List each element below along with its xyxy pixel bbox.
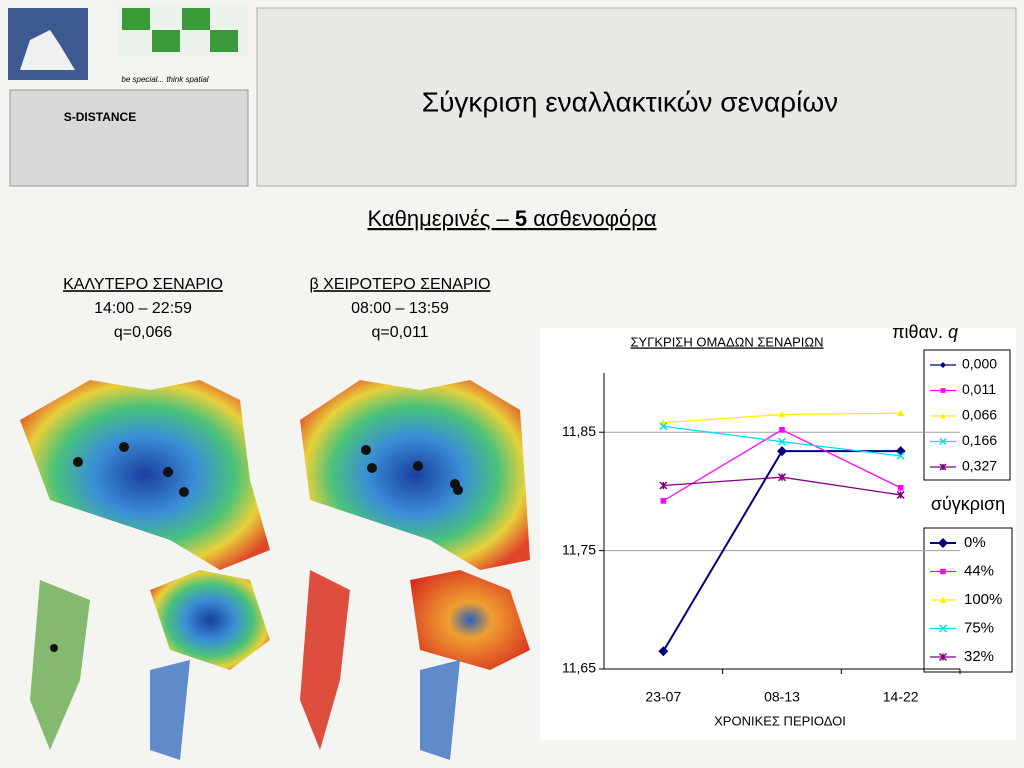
scenario-q: q=0,066 [114, 324, 172, 341]
legend2-label: 44% [964, 562, 994, 579]
subtitle-part: Καθημερινές – [367, 206, 514, 231]
logo-product: S-DISTANCE [64, 110, 136, 124]
y-tick-label: 11,65 [562, 660, 596, 676]
marker [939, 596, 947, 603]
legend-title-symbol: q [948, 322, 958, 342]
legend-box [923, 349, 1011, 481]
y-tick-label: 11,75 [562, 541, 596, 557]
chart-title: ΣΥΓΚΡΙΣΗ ΟΜΑΔΩΝ ΣΕΝΑΡΙΩΝ [630, 334, 823, 349]
legend2-label: 75% [964, 619, 994, 636]
marker [938, 652, 948, 662]
legend2-label: 100% [964, 591, 1002, 608]
marker [940, 388, 946, 393]
subtitle: Καθημερινές – 5 ασθενοφόρα [367, 206, 656, 231]
marker [659, 422, 668, 431]
legend-label: 0,327 [962, 458, 997, 474]
x-tick-label: 23-07 [645, 689, 681, 705]
logo-figure [20, 30, 75, 70]
legend-label: 0,011 [962, 381, 996, 397]
scenario-hours: 08:00 – 13:59 [351, 300, 449, 317]
marker [896, 490, 905, 499]
subtitle-part: ασθενοφόρα [527, 206, 657, 231]
scenario-hours: 14:00 – 22:59 [94, 300, 192, 317]
marker [940, 362, 946, 368]
marker [938, 624, 948, 633]
subtitle-bold: 5 [515, 206, 527, 231]
legend2-title: σύγκριση [931, 494, 1005, 514]
marker [897, 485, 904, 491]
logo-cell [122, 8, 150, 30]
legend2-label: 0% [964, 534, 986, 551]
scenario-title: ΚΑΛΥΤΕΡΟ ΣΕΝΑΡΙΟ [63, 276, 223, 293]
legend-label: 0,000 [962, 356, 997, 372]
logo-cell [152, 30, 180, 52]
y-tick-label: 11,85 [562, 423, 596, 439]
marker [896, 451, 905, 460]
legend-label: 0,066 [962, 407, 997, 423]
legend-title: πιθαν. q [892, 322, 958, 342]
x-axis-title: ΧΡΟΝΙΚΕΣ ΠΕΡΙΟΔΟΙ [714, 713, 846, 728]
marker [939, 437, 947, 446]
scenario-q: q=0,011 [371, 324, 428, 341]
marker [777, 473, 787, 482]
legend2-label: 32% [964, 648, 994, 665]
map-worst [300, 380, 530, 760]
marker [778, 410, 786, 418]
marker [940, 413, 946, 419]
marker [938, 538, 948, 548]
marker [897, 409, 905, 417]
marker [940, 568, 946, 575]
logo-product-box [9, 89, 249, 187]
legend-label: 0,166 [962, 432, 997, 448]
marker [659, 481, 668, 490]
logo-cell [210, 30, 238, 52]
legend-title-text: πιθαν. [892, 322, 943, 342]
logo-slogan: be special... think spatial [121, 75, 208, 84]
map-best [20, 380, 270, 760]
marker [779, 427, 785, 433]
scenario-title: β ΧΕΙΡΟΤΕΡΟ ΣΕΝΑΡΙΟ [310, 276, 491, 293]
slide-title: Σύγκριση εναλλακτικών σεναρίων [422, 86, 838, 117]
marker [777, 437, 787, 446]
logo-cell [182, 8, 210, 30]
header-box [256, 7, 1017, 187]
x-tick-label: 08-13 [764, 689, 800, 705]
marker [658, 646, 669, 657]
marker [777, 446, 787, 457]
x-tick-label: 14-22 [883, 689, 919, 705]
marker [660, 498, 667, 504]
marker [939, 463, 947, 471]
